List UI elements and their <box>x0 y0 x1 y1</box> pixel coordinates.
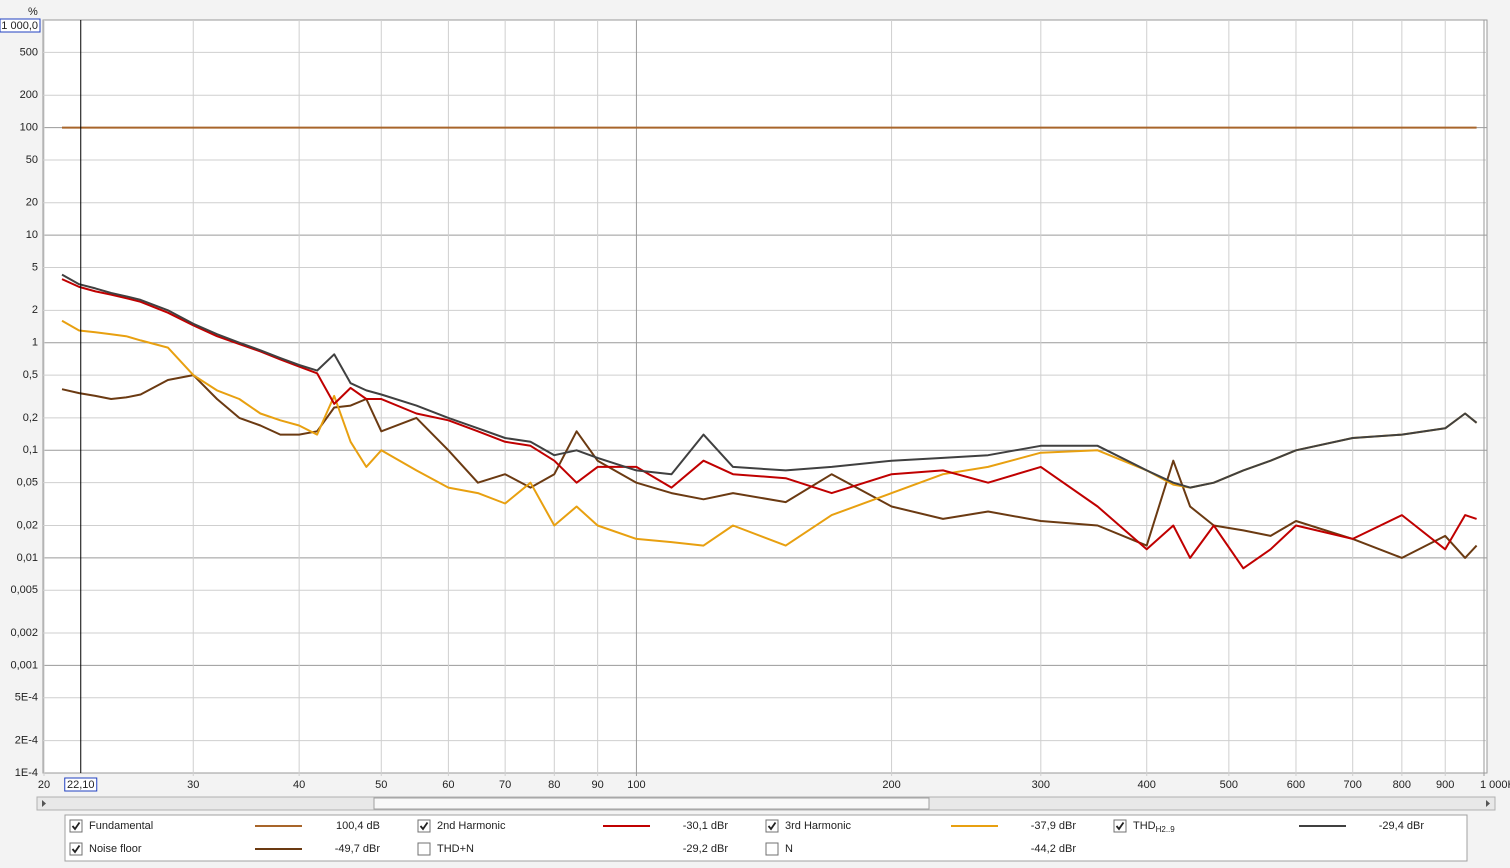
legend-checkbox[interactable] <box>765 842 779 856</box>
x-tick-label: 80 <box>548 779 560 791</box>
y-tick-label: 0,002 <box>10 627 38 639</box>
legend-name: THD <box>1133 820 1156 832</box>
x-tick-label: 700 <box>1344 779 1362 791</box>
x-tick-label: 1 000Hz <box>1480 779 1510 791</box>
legend-reading: -37,9 dBr <box>1031 820 1077 832</box>
legend-reading: -29,2 dBr <box>683 843 729 855</box>
x-tick-label: 50 <box>375 779 387 791</box>
plot-area <box>42 19 1488 774</box>
x-tick-label: 300 <box>1032 779 1050 791</box>
cursor-box <box>64 777 98 792</box>
legend-checkmark <box>767 821 777 831</box>
legend-name: N <box>785 843 793 855</box>
legend-checkmark <box>71 821 81 831</box>
series-line <box>61 273 1478 489</box>
x-tick-label: 100 <box>627 779 645 791</box>
series-line <box>61 278 1477 570</box>
legend-reading: -29,4 dBr <box>1379 820 1425 832</box>
y-tick-label: 0,1 <box>23 444 38 456</box>
cursor-label: 22,10 <box>67 779 95 791</box>
legend-reading: -30,1 dBr <box>683 820 729 832</box>
y-tick-label: 0,05 <box>17 477 38 489</box>
legend-name: 3rd Harmonic <box>785 820 852 832</box>
y-tick-label: 5 <box>32 261 38 273</box>
legend-reading: -44,2 dBr <box>1031 843 1077 855</box>
legend-reading: -49,7 dBr <box>335 843 381 855</box>
y-tick-label: 0,2 <box>23 412 38 424</box>
x-tick-label: 90 <box>592 779 604 791</box>
legend-reading: 100,4 dB <box>336 820 380 832</box>
y-tick-label: 500 <box>20 46 38 58</box>
x-tick-label: 500 <box>1220 779 1238 791</box>
x-tick-label: 70 <box>499 779 511 791</box>
y-tick-label: 0,5 <box>23 369 38 381</box>
scroll-left-arrow[interactable] <box>42 800 46 807</box>
x-tick-label: 200 <box>882 779 900 791</box>
y-tick-label: 0,005 <box>10 584 38 596</box>
y-tick-label: 0,001 <box>10 659 38 671</box>
legend-checkbox[interactable] <box>417 842 431 856</box>
y-tick-label: 5E-4 <box>15 692 38 704</box>
y-tick-label: 10 <box>26 229 38 241</box>
y-tick-label: 50 <box>26 154 38 166</box>
legend-name: Noise floor <box>89 843 142 855</box>
y-tick-label: 100 <box>20 121 38 133</box>
scrollbar-thumb[interactable] <box>373 797 930 810</box>
y-axis-label: % <box>28 6 38 18</box>
x-tick-label: 20 <box>38 779 50 791</box>
y-tick-label: 1 <box>32 337 38 349</box>
x-tick-label: 40 <box>293 779 305 791</box>
legend-name: THD+N <box>437 843 474 855</box>
legend-name: 2nd Harmonic <box>437 820 506 832</box>
y-tick-label: 2 <box>32 304 38 316</box>
legend-checkmark <box>419 821 429 831</box>
y-tick-label: 1 000,0 <box>1 20 38 32</box>
y-tick-label: 0,01 <box>17 552 38 564</box>
legend-name-subscript: H2..9 <box>1156 825 1176 834</box>
y-tick-label: 20 <box>26 197 38 209</box>
legend-name: Fundamental <box>89 820 153 832</box>
legend-checkmark <box>1115 821 1125 831</box>
y-tick-label: 2E-4 <box>15 735 38 747</box>
y-tick-label: 200 <box>20 89 38 101</box>
top-tick-box <box>0 18 41 33</box>
x-tick-label: 400 <box>1138 779 1156 791</box>
x-tick-label: 30 <box>187 779 199 791</box>
x-tick-label: 600 <box>1287 779 1305 791</box>
x-tick-label: 60 <box>442 779 454 791</box>
legend-checkmark <box>71 844 81 854</box>
x-tick-label: 900 <box>1436 779 1454 791</box>
scroll-right-arrow[interactable] <box>1486 800 1490 807</box>
x-tick-label: 800 <box>1393 779 1411 791</box>
y-tick-label: 0,02 <box>17 519 38 531</box>
y-tick-label: 1E-4 <box>15 767 38 779</box>
